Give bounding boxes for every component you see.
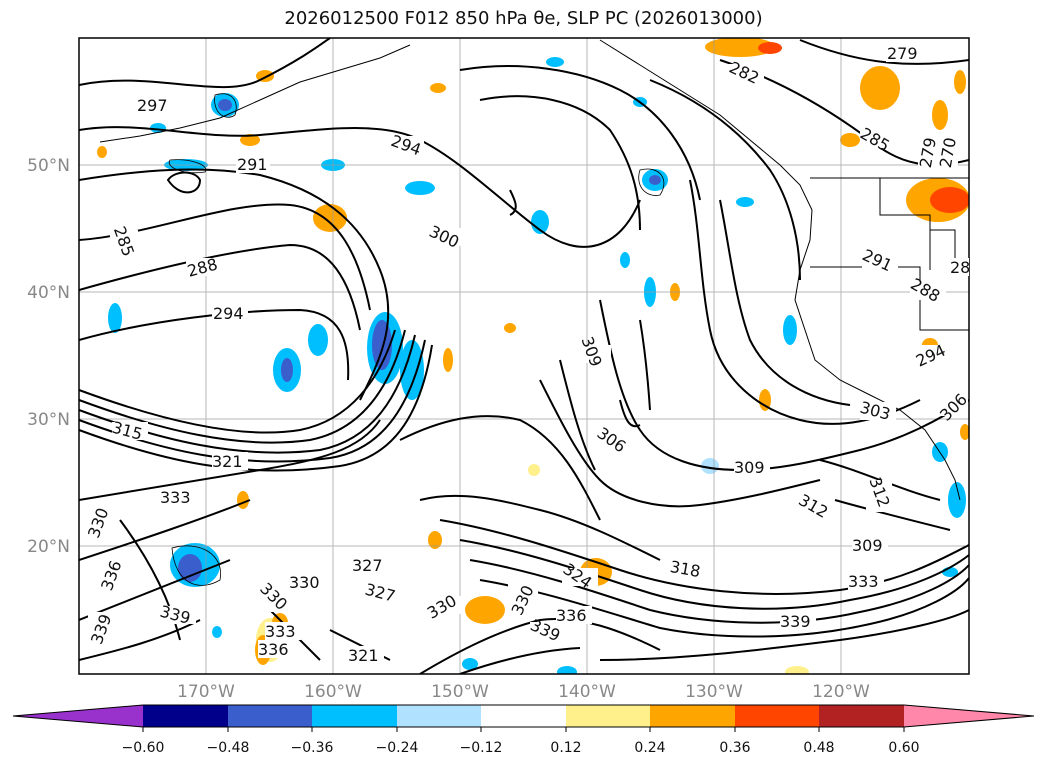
contour-label: 333 <box>160 488 191 507</box>
colorbar-tick: −0.24 <box>376 740 419 756</box>
lon-label: 170°W <box>177 682 235 702</box>
colorbar-tick: 0.12 <box>550 740 581 756</box>
contour-label: 309 <box>734 458 765 477</box>
colorbar: −0.60 −0.48 −0.36 −0.24 −0.12 0.12 0.24 … <box>12 704 1035 756</box>
colorbar-swatch <box>650 705 735 727</box>
colorbar-tick: −0.48 <box>207 740 250 756</box>
contour-label: 279 <box>887 44 918 63</box>
latitude-labels: 50°N 40°N 30°N 20°N <box>27 156 70 557</box>
contour-label: 294 <box>389 131 424 159</box>
colorbar-extend-high <box>904 705 1034 727</box>
contour-label: 330 <box>424 591 460 623</box>
contour-label: 309 <box>852 536 883 555</box>
contour-label: 291 <box>859 245 895 275</box>
shaded-anomaly-regions <box>97 38 969 674</box>
lat-label: 40°N <box>27 283 70 303</box>
slp-contours <box>168 93 665 586</box>
lon-label: 160°W <box>304 682 362 702</box>
colorbar-tick: 0.60 <box>888 740 919 756</box>
colorbar-tick: −0.12 <box>460 740 503 756</box>
lat-label: 20°N <box>27 537 70 557</box>
contour-label: 321 <box>212 452 243 471</box>
contour-label: 336 <box>556 606 587 625</box>
lon-label: 130°W <box>685 682 743 702</box>
lon-label: 140°W <box>558 682 616 702</box>
colorbar-swatch <box>735 705 819 727</box>
contour-label: 28 <box>950 258 970 277</box>
colorbar-swatch <box>397 705 481 727</box>
contour-label: 285 <box>110 224 138 259</box>
map-gridlines <box>79 38 969 674</box>
contour-label: 306 <box>594 423 630 456</box>
contour-label: 333 <box>265 622 296 641</box>
contour-label: 339 <box>780 612 811 631</box>
contour-label: 294 <box>213 304 244 323</box>
contour-label: 291 <box>237 155 268 174</box>
contour-label: 300 <box>426 222 462 252</box>
lat-label: 30°N <box>27 410 70 430</box>
colorbar-swatch <box>819 705 904 727</box>
contour-label: 327 <box>352 556 383 575</box>
colorbar-swatch <box>481 705 566 727</box>
map-frame <box>78 37 970 675</box>
colorbar-tick: 0.36 <box>719 740 750 756</box>
colorbar-extend-low <box>13 705 143 727</box>
colorbar-swatch <box>143 705 228 727</box>
contour-label: 321 <box>348 646 379 665</box>
contour-label: 333 <box>848 572 879 591</box>
colorbar-tick: 0.24 <box>634 740 665 756</box>
longitude-labels: 170°W 160°W 150°W 140°W 130°W 120°W <box>177 682 870 702</box>
colorbar-tick: −0.60 <box>122 740 165 756</box>
chart-title: 2026012500 F012 850 hPa θe, SLP PC (2026… <box>284 8 763 29</box>
contour-label: 336 <box>258 640 289 659</box>
colorbar-tick: 0.48 <box>803 740 834 756</box>
contour-label: 297 <box>137 96 168 115</box>
colorbar-tick: −0.36 <box>291 740 334 756</box>
colorbar-swatch <box>312 705 397 727</box>
contour-label: 285 <box>857 124 893 156</box>
contour-label: 309 <box>577 334 605 369</box>
contour-label: 330 <box>289 573 320 592</box>
colorbar-swatch <box>228 705 312 727</box>
contour-label: 282 <box>726 58 762 88</box>
contour-label: 288 <box>907 274 943 306</box>
contour-label: 312 <box>795 490 831 522</box>
lon-label: 150°W <box>431 682 489 702</box>
lon-label: 120°W <box>812 682 870 702</box>
lat-label: 50°N <box>27 156 70 176</box>
colorbar-swatch <box>566 705 650 727</box>
